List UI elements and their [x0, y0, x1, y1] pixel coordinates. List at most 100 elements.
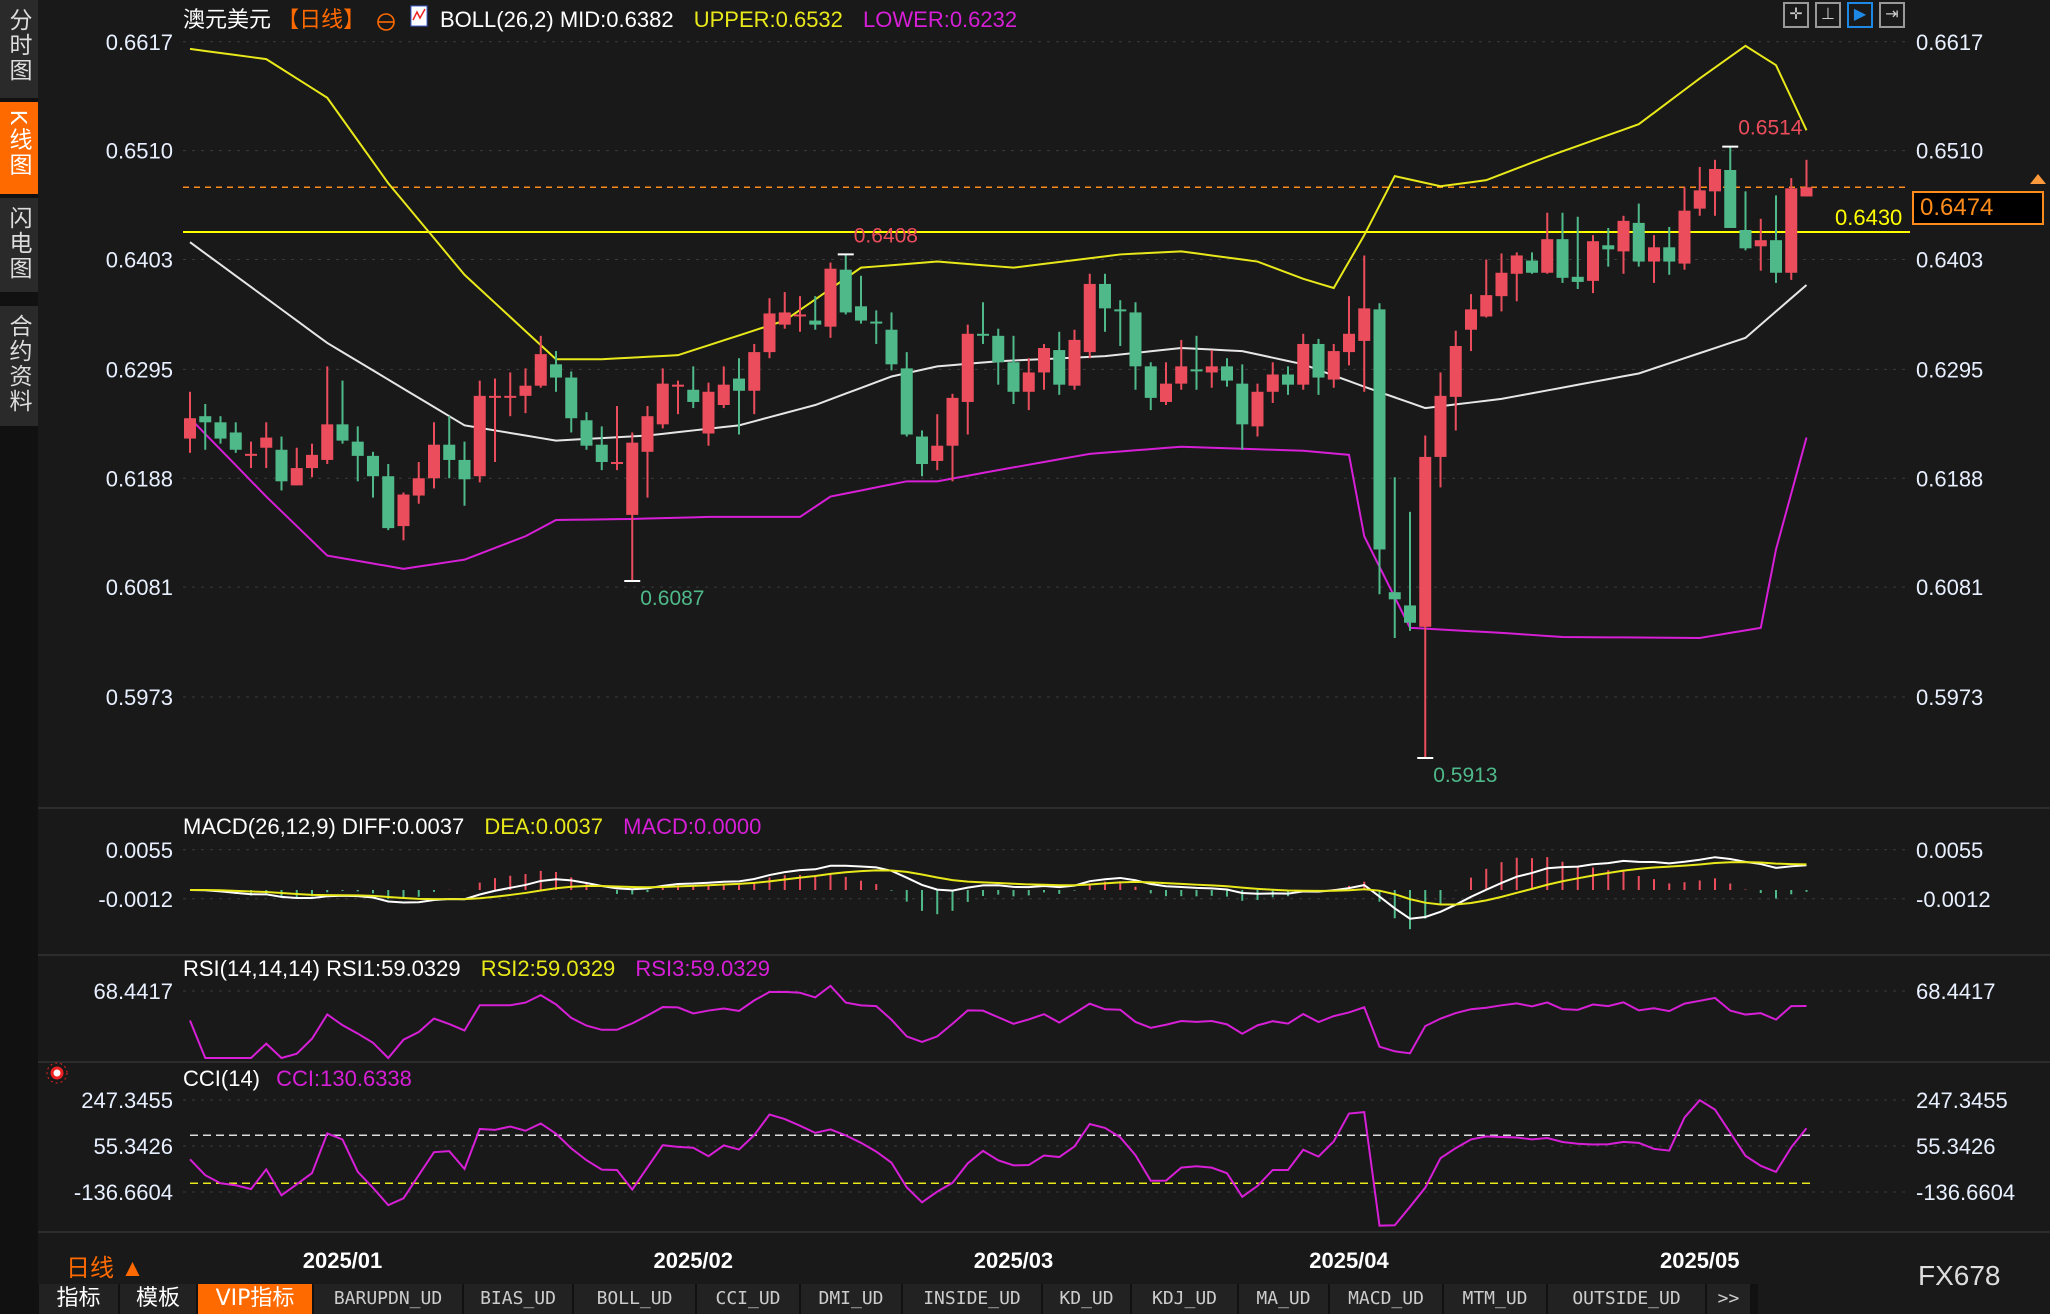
add-indicator-icon[interactable]	[377, 13, 395, 31]
candle-up	[1068, 329, 1081, 390]
candle-down	[1007, 335, 1020, 404]
tab-kd-ud[interactable]: KD_UD	[1043, 1284, 1130, 1314]
scroll-right-icon[interactable]: ⇥	[1879, 2, 1905, 28]
hline-price-label: 0.6430	[1835, 205, 1902, 230]
candle-body	[672, 384, 684, 387]
tab-vip[interactable]: VIP指标	[198, 1284, 312, 1314]
candle-body	[1465, 309, 1477, 330]
candle-up	[428, 422, 440, 489]
price-tick-label: 0.6617	[1916, 30, 1983, 55]
candle-body	[1114, 309, 1127, 312]
candle-up	[1083, 273, 1096, 359]
tab-inside-ud[interactable]: INSIDE_UD	[903, 1284, 1041, 1314]
cci-value: CCI:130.6338	[276, 1066, 412, 1091]
tab-cci-ud[interactable]: CCI_UD	[697, 1284, 799, 1314]
tab-outside-ud[interactable]: OUTSIDE_UD	[1548, 1284, 1705, 1314]
sidebar-item-label: 闪电图	[6, 206, 32, 281]
sidebar-item-timeshare[interactable]: 分时图	[0, 0, 38, 98]
range-select-icon[interactable]: ⊥	[1815, 2, 1841, 28]
candle-body	[977, 333, 989, 336]
last-price-box: 0.6474	[1912, 191, 2044, 225]
settings-marker-icon[interactable]	[46, 1062, 68, 1084]
sub-axis-label: -136.6604	[1916, 1180, 2015, 1205]
candle-body	[1190, 369, 1203, 372]
candle-body	[306, 454, 318, 469]
tab-indicators[interactable]: 指标	[39, 1284, 118, 1314]
tab-boll-ud[interactable]: BOLL_UD	[574, 1284, 695, 1314]
boll-mid-value: BOLL(26,2) MID:0.6382	[440, 7, 674, 32]
candle-up	[1587, 235, 1599, 294]
candle-body	[1648, 247, 1660, 262]
sidebar: 分时图 K线图 闪电图 合约资料	[0, 0, 38, 1314]
candle-up	[504, 372, 517, 417]
candle-body	[1587, 241, 1599, 281]
candle-up	[1343, 296, 1355, 366]
tab-macd-ud[interactable]: MACD_UD	[1330, 1284, 1442, 1314]
candle-down	[1373, 303, 1386, 595]
tab-mtm-ud[interactable]: MTM_UD	[1444, 1284, 1546, 1314]
candle-body	[1221, 366, 1233, 381]
candle-up	[1160, 362, 1172, 406]
indicator-tab-bar: 指标 模板 VIP指标 BARUPDN_UD BIAS_UD BOLL_UD CCI_UD D…	[38, 1284, 1758, 1314]
candle-up	[290, 447, 303, 486]
sub-axis-label: 0.0055	[1916, 838, 1983, 863]
tab-barupdn-ud[interactable]: BARUPDN_UD	[314, 1284, 462, 1314]
macd-dea-line	[189, 861, 1807, 906]
candle-up	[1266, 362, 1279, 403]
header-line: 澳元美元 【日线】	[183, 7, 365, 32]
tab-ma-ud[interactable]: MA_UD	[1239, 1284, 1328, 1314]
candle-up	[961, 324, 974, 435]
candle-up	[1419, 435, 1432, 759]
candle-up	[1327, 343, 1340, 388]
candle-up	[1754, 218, 1767, 271]
price-tick-label: 0.6081	[106, 575, 173, 600]
tab-dmi-ud[interactable]: DMI_UD	[801, 1284, 901, 1314]
scroll-up-icon[interactable]	[2030, 174, 2046, 184]
candle-body	[382, 476, 395, 529]
candle-body	[1526, 260, 1538, 273]
candle-down	[1312, 338, 1325, 395]
candle-body	[1343, 333, 1355, 353]
cci-header: CCI(14) CCI:130.6338	[183, 1066, 412, 1091]
candle-body	[946, 397, 959, 446]
candle-down	[733, 358, 745, 435]
candle-body	[931, 445, 944, 461]
sidebar-item-contract-info[interactable]: 合约资料	[0, 306, 38, 426]
candle-body	[1144, 366, 1157, 398]
candle-up	[245, 441, 257, 469]
macd-dea-value: DEA:0.0037	[484, 814, 603, 839]
candle-body	[961, 333, 974, 402]
candle-body	[1449, 346, 1462, 397]
candle-body	[763, 313, 776, 353]
sidebar-item-label: 分时图	[6, 8, 32, 83]
candle-up	[1785, 178, 1798, 280]
period-selector[interactable]: 日线 ▲	[66, 1255, 145, 1282]
date-axis: 2025/01 2025/02 2025/03 2025/04 2025/05	[303, 1248, 1740, 1273]
sidebar-item-kline[interactable]: K线图	[0, 102, 38, 194]
boll-lower-line	[189, 417, 1808, 639]
candle-body	[1693, 190, 1706, 209]
candle-down	[1602, 227, 1615, 267]
sub-axis-label: 247.3455	[81, 1088, 173, 1113]
tab-more[interactable]: >>	[1707, 1284, 1750, 1314]
candle-down	[1526, 252, 1538, 274]
price-tick-label: 0.6188	[106, 466, 173, 491]
tab-bias-ud[interactable]: BIAS_UD	[464, 1284, 572, 1314]
candle-body	[1083, 283, 1096, 353]
crosshair-icon[interactable]: ✛	[1783, 2, 1809, 28]
sidebar-item-flash[interactable]: 闪电图	[0, 198, 38, 292]
period-label[interactable]: 【日线】	[277, 7, 365, 32]
candle-down	[1236, 364, 1249, 450]
candle-down	[595, 426, 608, 471]
cursor-mode-icon[interactable]: ▶	[1847, 2, 1873, 28]
boll-indicator-icon[interactable]	[410, 5, 428, 27]
candle-body	[1480, 295, 1493, 317]
candle-down	[992, 328, 1005, 385]
candle-up	[1617, 215, 1630, 274]
tab-templates[interactable]: 模板	[120, 1284, 196, 1314]
candle-body	[1785, 188, 1798, 273]
candle-up	[641, 406, 654, 498]
price-tick-label: 0.6617	[106, 30, 173, 55]
tab-kdj-ud[interactable]: KDJ_UD	[1132, 1284, 1237, 1314]
